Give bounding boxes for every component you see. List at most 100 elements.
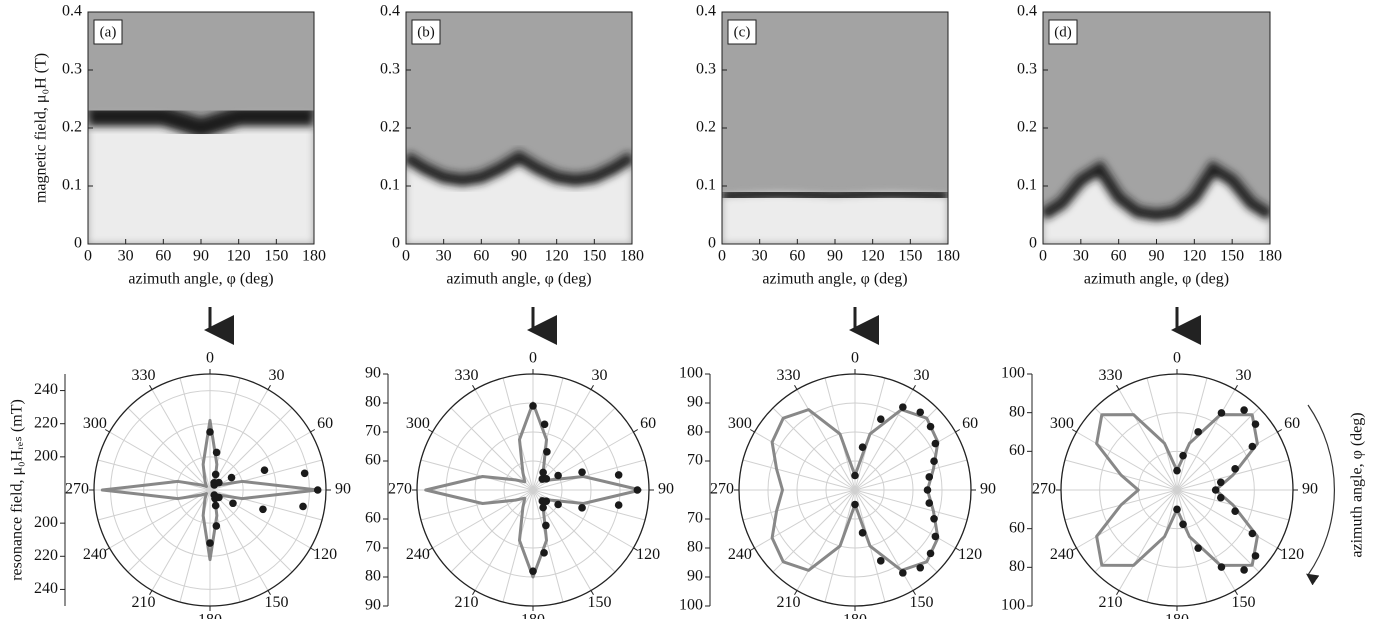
theta-tick-label: 330: [1099, 367, 1123, 384]
x-axis-label: azimuth angle, φ (deg): [446, 271, 591, 288]
heatmap: [1043, 12, 1270, 244]
x-tick-label: 90: [193, 248, 209, 265]
resonance-band: [406, 149, 632, 187]
radial-grid-line: [1094, 489, 1178, 573]
theta-tick-label: 90: [335, 481, 351, 498]
theta-tick-label: 240: [406, 546, 430, 563]
theta-tick-label: 150: [910, 594, 934, 611]
y-tick-label: 0: [1029, 235, 1037, 252]
x-tick-label: 0: [402, 248, 410, 265]
panel-label: (a): [100, 24, 117, 40]
theta-tick: [955, 429, 961, 433]
data-point: [614, 471, 623, 479]
low-field-region: [722, 193, 948, 244]
theta-tick: [267, 590, 271, 596]
data-point: [926, 549, 935, 558]
radial-tick-label: 200: [34, 514, 58, 531]
radial-tick-label: 60: [1009, 442, 1025, 459]
x-tick-label: 90: [827, 248, 843, 265]
resonance-band: [722, 187, 948, 203]
theta-tick-label: 120: [958, 546, 982, 563]
theta-tick-label: 60: [317, 415, 333, 432]
radial-tick-label: 100: [1001, 365, 1025, 382]
theta-tick: [749, 429, 755, 433]
theta-tick-label: 90: [658, 481, 674, 498]
theta-tick: [310, 429, 316, 433]
theta-tick-label: 330: [455, 367, 479, 384]
x-tick-label: 30: [436, 248, 452, 265]
radial-tick-label: 70: [365, 423, 381, 440]
x-tick-label: 180: [302, 248, 326, 265]
data-point: [899, 403, 907, 411]
theta-tick-label: 150: [265, 594, 289, 611]
theta-tick: [427, 429, 433, 433]
data-point: [1248, 442, 1257, 451]
radial-grid-line: [1146, 377, 1178, 491]
radial-tick-label: 80: [365, 568, 381, 585]
data-point: [1251, 552, 1260, 560]
x-tick-label: 60: [473, 248, 489, 265]
radial-grid-line: [1118, 489, 1178, 591]
data-point: [930, 457, 938, 466]
data-point: [260, 466, 269, 474]
data-point: [1248, 529, 1257, 538]
y-tick-label: 0.1: [1017, 177, 1037, 194]
y-tick-label: 0.3: [696, 61, 716, 78]
x-axis-label: azimuth angle, φ (deg): [128, 271, 273, 288]
theta-tick-label: 0: [206, 350, 214, 367]
radial-grid-line: [1146, 489, 1178, 603]
data-point: [1179, 520, 1187, 529]
theta-tick: [1071, 547, 1077, 551]
radial-grid-line: [209, 459, 323, 491]
radial-grid-line: [109, 489, 211, 549]
theta-tick-label: 30: [269, 367, 285, 384]
low-field-region: [1043, 168, 1270, 244]
data-point: [211, 501, 220, 510]
radial-tick-label: 240: [34, 381, 58, 398]
y-tick-label: 0.1: [380, 177, 400, 194]
data-point: [1211, 486, 1220, 494]
x-tick-label: 60: [155, 248, 171, 265]
ring-grid-line: [825, 460, 885, 520]
radial-tick-label: 80: [687, 539, 703, 556]
data-point: [206, 428, 214, 436]
x-tick-label: 0: [84, 248, 92, 265]
data-point: [542, 475, 551, 483]
data-point: [229, 499, 237, 508]
theta-tick-label: 60: [640, 415, 656, 432]
theta-tick-label: 90: [980, 481, 996, 498]
x-tick-label: 30: [1073, 248, 1089, 265]
radial-grid-line: [127, 489, 211, 573]
theta-tick: [1116, 590, 1120, 596]
x-tick-label: 150: [1220, 248, 1244, 265]
fit-curve: [424, 401, 642, 579]
radial-tick-label: 70: [687, 510, 703, 527]
theta-tick: [472, 384, 476, 390]
data-point: [540, 420, 549, 429]
y-tick-label: 0.1: [696, 177, 716, 194]
x-tick-label: 180: [620, 248, 644, 265]
data-point: [529, 567, 537, 575]
y-tick-label: 0.4: [380, 3, 400, 20]
x-tick-label: 0: [1039, 248, 1047, 265]
x-tick-label: 30: [752, 248, 768, 265]
radial-grid-line: [209, 389, 269, 491]
ring-grid-line: [767, 402, 943, 578]
radial-grid-line: [1094, 407, 1178, 491]
radial-grid-line: [1176, 489, 1278, 549]
theta-tick-label: 60: [1284, 415, 1300, 432]
heatmap: [406, 12, 632, 244]
theta-tick-label: 150: [588, 594, 612, 611]
radial-grid-line: [209, 489, 293, 573]
data-point: [851, 500, 859, 509]
theta-tick-label: 210: [455, 594, 479, 611]
y-tick-label: 0.3: [380, 61, 400, 78]
radial-grid-line: [209, 489, 269, 591]
x-tick-label: 0: [718, 248, 726, 265]
y-tick-label: 0.2: [62, 119, 82, 136]
radial-grid-line: [1176, 489, 1236, 591]
data-point: [554, 500, 562, 509]
data-point: [614, 501, 623, 509]
data-point: [1179, 451, 1187, 460]
radial-grid-line: [1176, 389, 1236, 491]
